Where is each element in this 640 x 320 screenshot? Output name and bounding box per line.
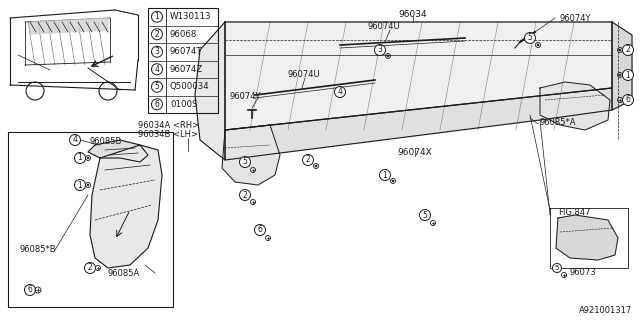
Circle shape bbox=[84, 262, 95, 274]
Circle shape bbox=[70, 134, 81, 146]
Polygon shape bbox=[30, 18, 108, 34]
Text: 1: 1 bbox=[626, 70, 630, 79]
Circle shape bbox=[623, 94, 634, 106]
Text: 96074X: 96074X bbox=[397, 148, 433, 157]
Circle shape bbox=[552, 263, 561, 273]
Text: 2: 2 bbox=[626, 45, 630, 54]
Text: 96034A <RH>: 96034A <RH> bbox=[138, 121, 199, 130]
Polygon shape bbox=[90, 145, 162, 268]
Text: A921001317: A921001317 bbox=[579, 306, 632, 315]
Text: 3: 3 bbox=[155, 47, 159, 56]
Text: 96074T: 96074T bbox=[170, 47, 203, 56]
Polygon shape bbox=[222, 125, 280, 185]
Circle shape bbox=[152, 46, 163, 57]
Text: 0100S: 0100S bbox=[170, 100, 198, 109]
Text: 6: 6 bbox=[28, 285, 33, 294]
Text: 4: 4 bbox=[337, 87, 342, 97]
Text: 96074Y: 96074Y bbox=[230, 92, 262, 101]
Text: 96034: 96034 bbox=[399, 10, 428, 19]
Text: 96068: 96068 bbox=[170, 30, 197, 39]
Circle shape bbox=[74, 153, 86, 164]
Circle shape bbox=[537, 44, 539, 46]
Text: 4: 4 bbox=[155, 65, 159, 74]
Polygon shape bbox=[195, 22, 225, 160]
Circle shape bbox=[152, 64, 163, 75]
Text: 96085A: 96085A bbox=[108, 268, 140, 277]
Text: 1: 1 bbox=[383, 171, 387, 180]
Polygon shape bbox=[556, 215, 618, 260]
Circle shape bbox=[315, 165, 317, 167]
Text: 5: 5 bbox=[243, 157, 248, 166]
Polygon shape bbox=[88, 140, 148, 162]
Text: Q500034: Q500034 bbox=[170, 82, 210, 91]
Polygon shape bbox=[540, 82, 610, 130]
Circle shape bbox=[255, 225, 266, 236]
Text: 2: 2 bbox=[155, 30, 159, 39]
Circle shape bbox=[380, 170, 390, 180]
Text: 5: 5 bbox=[527, 34, 532, 43]
Text: 2: 2 bbox=[88, 263, 92, 273]
Text: 6: 6 bbox=[625, 95, 630, 105]
Polygon shape bbox=[225, 88, 612, 160]
Circle shape bbox=[387, 55, 389, 57]
Circle shape bbox=[303, 155, 314, 165]
Text: FIG.847: FIG.847 bbox=[558, 208, 591, 217]
Circle shape bbox=[152, 81, 163, 92]
Circle shape bbox=[87, 184, 89, 186]
Circle shape bbox=[419, 210, 431, 220]
Text: 96085*B: 96085*B bbox=[20, 245, 56, 254]
Text: 1: 1 bbox=[77, 154, 83, 163]
Text: 96073: 96073 bbox=[570, 268, 596, 277]
Circle shape bbox=[623, 44, 634, 55]
Polygon shape bbox=[225, 22, 612, 130]
Text: 3: 3 bbox=[378, 45, 383, 54]
Text: 6: 6 bbox=[257, 226, 262, 235]
Text: 2: 2 bbox=[243, 190, 248, 199]
Circle shape bbox=[152, 99, 163, 110]
Text: 96074Z: 96074Z bbox=[170, 65, 204, 74]
Text: W130113: W130113 bbox=[170, 12, 211, 21]
Circle shape bbox=[24, 284, 35, 295]
Bar bbox=[148, 8, 218, 113]
Text: 96074U: 96074U bbox=[288, 70, 321, 79]
Circle shape bbox=[374, 44, 385, 55]
Circle shape bbox=[619, 74, 621, 76]
Text: 96074U: 96074U bbox=[368, 22, 401, 31]
Text: 5: 5 bbox=[555, 265, 559, 271]
Text: 96085*A: 96085*A bbox=[540, 118, 577, 127]
Circle shape bbox=[239, 189, 250, 201]
Text: 5: 5 bbox=[422, 211, 428, 220]
Text: 4: 4 bbox=[72, 135, 77, 145]
Circle shape bbox=[152, 11, 163, 22]
Circle shape bbox=[392, 180, 394, 182]
Text: 5: 5 bbox=[155, 82, 159, 91]
Text: 1: 1 bbox=[155, 12, 159, 21]
Circle shape bbox=[152, 29, 163, 40]
Bar bbox=[8, 132, 173, 307]
Circle shape bbox=[74, 180, 86, 190]
Text: 96074Y: 96074Y bbox=[560, 14, 591, 23]
Circle shape bbox=[239, 156, 250, 167]
Circle shape bbox=[335, 86, 346, 98]
Text: 1: 1 bbox=[77, 180, 83, 189]
Polygon shape bbox=[612, 22, 632, 110]
Text: 6: 6 bbox=[155, 100, 159, 109]
Circle shape bbox=[525, 33, 536, 44]
Circle shape bbox=[619, 49, 621, 51]
Circle shape bbox=[623, 69, 634, 81]
Circle shape bbox=[87, 157, 89, 159]
Text: 2: 2 bbox=[306, 156, 310, 164]
Text: 96085B: 96085B bbox=[90, 137, 122, 146]
Text: 96034B <LH>: 96034B <LH> bbox=[138, 130, 198, 139]
